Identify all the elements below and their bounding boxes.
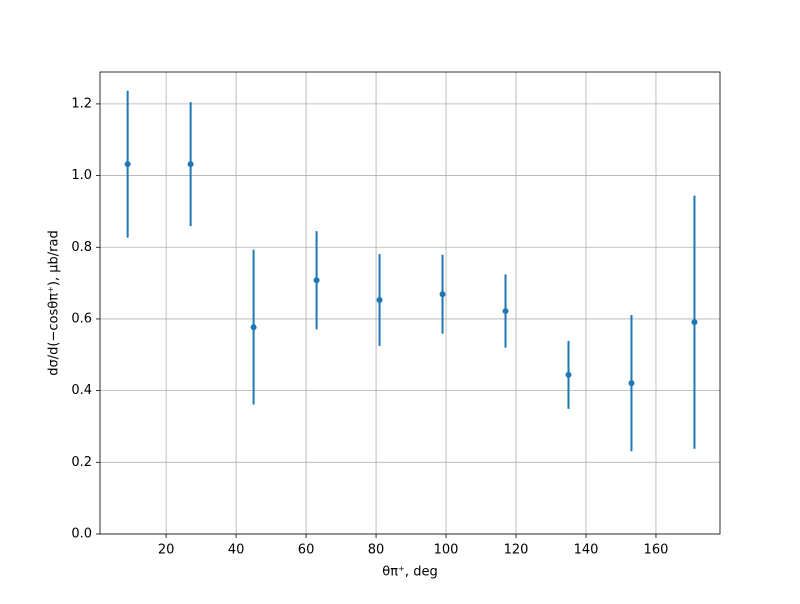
y-tick-label: 0.8 bbox=[71, 240, 92, 255]
x-tick-label: 140 bbox=[574, 543, 599, 558]
x-tick-label: 160 bbox=[644, 543, 669, 558]
y-tick-label: 1.2 bbox=[71, 96, 92, 111]
data-point bbox=[376, 296, 383, 303]
x-tick-label: 60 bbox=[298, 543, 315, 558]
data-point bbox=[439, 291, 446, 298]
marks-group bbox=[124, 90, 698, 452]
grid-group bbox=[100, 72, 720, 535]
plot-frame bbox=[99, 71, 721, 535]
y-tick-label: 1.0 bbox=[71, 168, 92, 183]
x-tick-label: 20 bbox=[158, 543, 175, 558]
data-point bbox=[124, 161, 131, 168]
y-tick-label: 0.6 bbox=[71, 311, 92, 326]
x-axis-label: θπ⁺, deg bbox=[382, 565, 437, 580]
data-point bbox=[187, 161, 194, 168]
data-point bbox=[691, 319, 698, 326]
y-axis-label: dσ/d(−cosθπ⁺), μb/rad bbox=[47, 230, 62, 375]
x-tick-label: 100 bbox=[434, 543, 459, 558]
data-point bbox=[628, 380, 635, 387]
y-tick-label: 0.4 bbox=[71, 383, 92, 398]
data-point bbox=[565, 371, 572, 378]
data-point bbox=[313, 277, 320, 284]
x-tick-label: 120 bbox=[504, 543, 529, 558]
y-tick-label: 0.2 bbox=[71, 455, 92, 470]
data-point bbox=[502, 308, 509, 315]
x-tick-label: 80 bbox=[368, 543, 385, 558]
x-tick-label: 40 bbox=[228, 543, 245, 558]
data-point bbox=[250, 324, 257, 331]
y-tick-label: 0.0 bbox=[71, 527, 92, 542]
